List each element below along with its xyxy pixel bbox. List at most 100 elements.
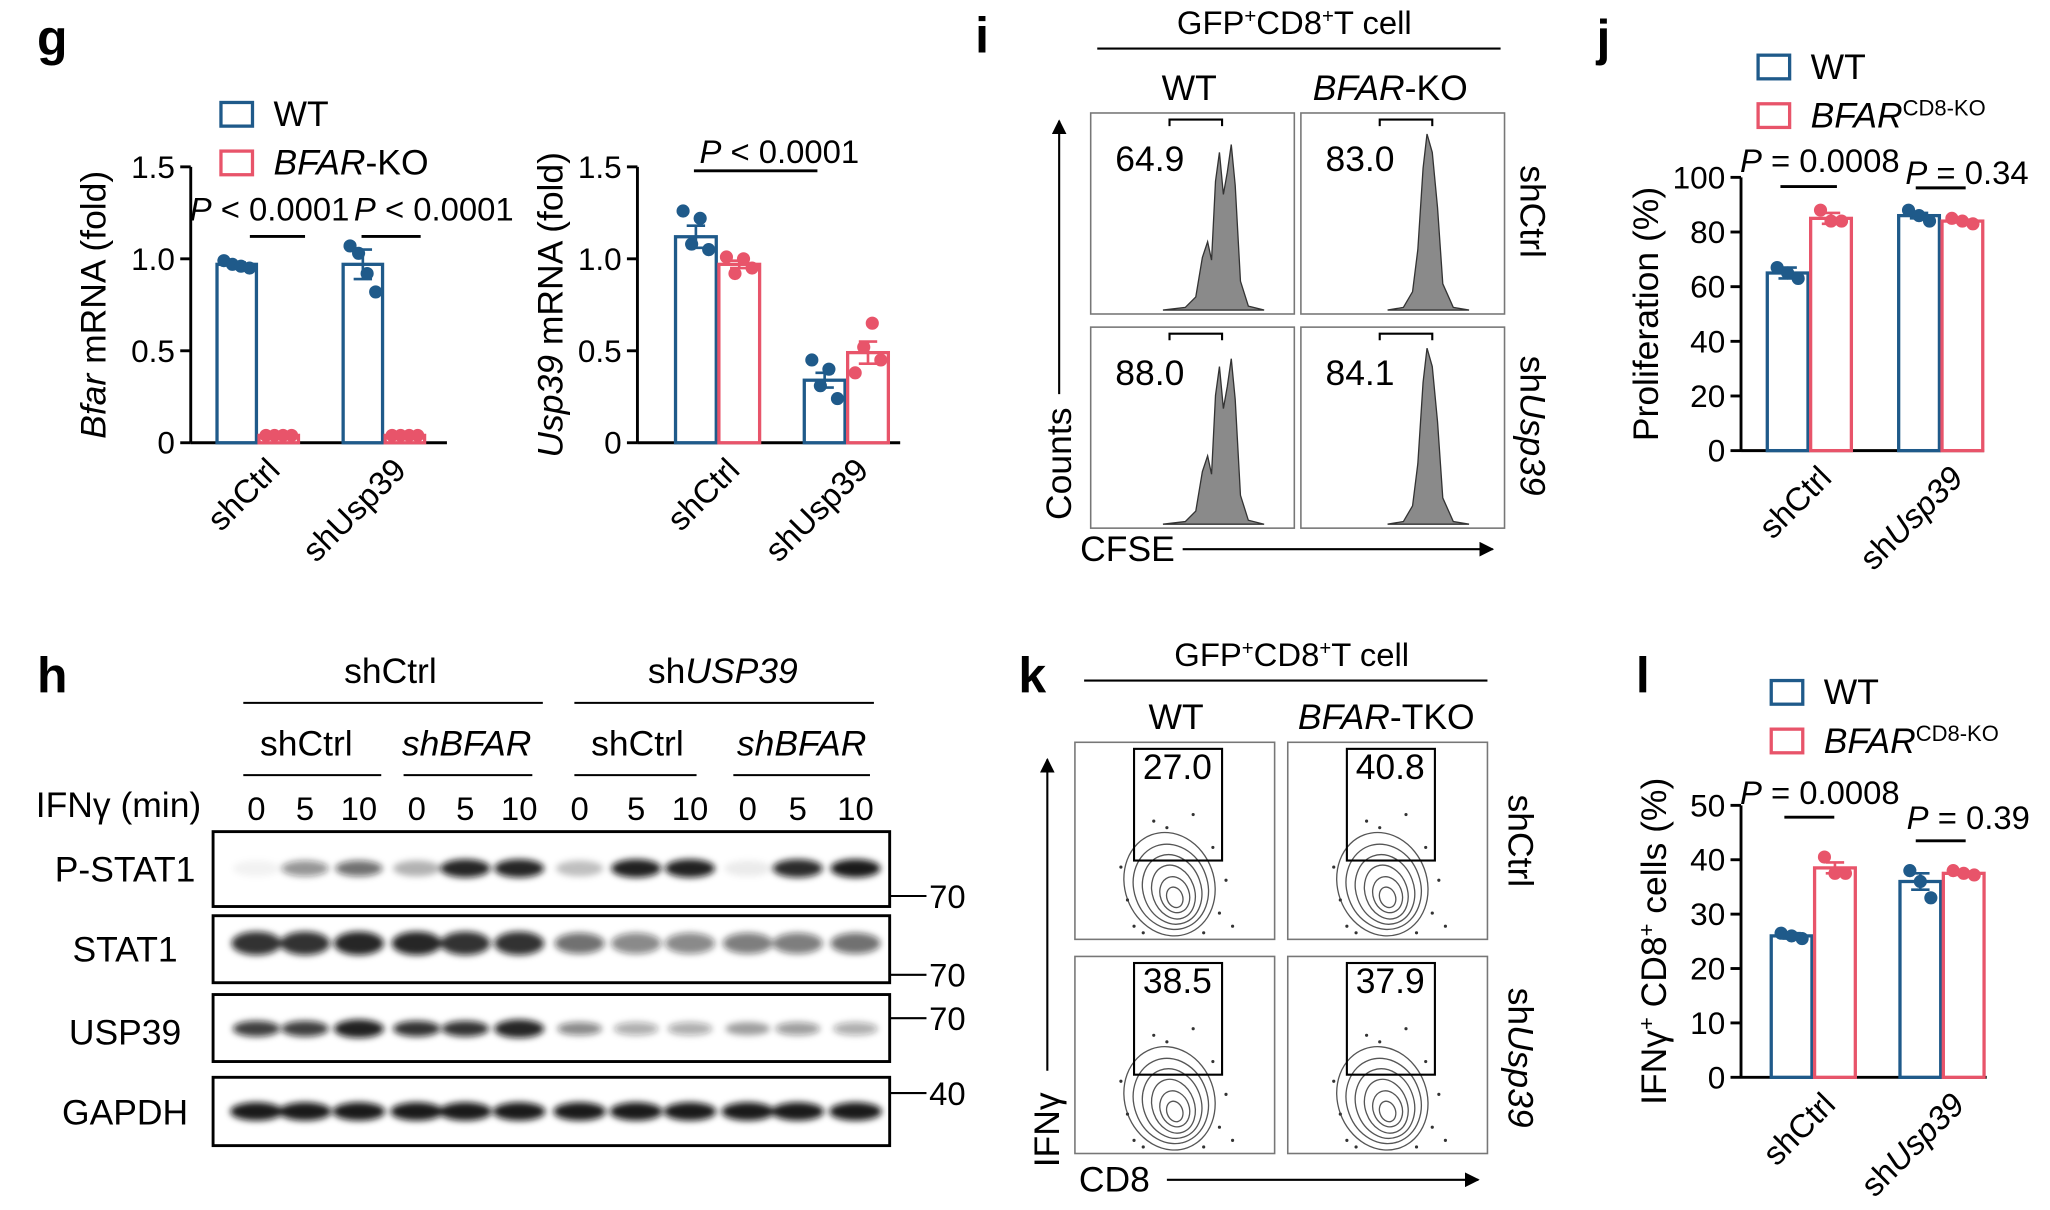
p-value: P = 0.0008 (1740, 774, 1900, 811)
gate-value: 27.0 (1143, 747, 1212, 787)
data-point (1781, 266, 1795, 280)
text-part: < 0.0001 (212, 191, 350, 228)
text-part: GFP (1177, 4, 1244, 41)
data-point (805, 353, 819, 367)
x-tick-label: shUsp39 (757, 451, 875, 569)
column-label: BFAR-KO (1313, 68, 1468, 108)
data-point (1967, 868, 1981, 882)
text-part: Bfar (73, 373, 113, 439)
plot-frame (1089, 112, 1296, 315)
panel-label: i (975, 8, 989, 64)
x-tick-label: shCtrl (660, 451, 747, 538)
legend-label: BFARCD8-KO (1824, 720, 1999, 760)
band (725, 1022, 771, 1036)
band (278, 1102, 332, 1121)
text-part: P (1740, 142, 1762, 179)
x-tick-label: shCtrl (1755, 1085, 1842, 1172)
band (554, 932, 605, 954)
bar (1769, 934, 1814, 1079)
gate-value: 40.8 (1356, 747, 1425, 787)
x-tick-label: shUsp39 (1852, 459, 1970, 577)
subgroup-label: shBFAR (737, 723, 866, 763)
data-point (369, 285, 383, 299)
time-point: 10 (672, 790, 709, 827)
band (665, 932, 715, 954)
plot-frame (1300, 326, 1506, 529)
data-point (1955, 214, 1969, 228)
text-part: -KO (365, 143, 428, 183)
p-value: P = 0.34 (1905, 154, 2028, 191)
text-part: Usp39 (1500, 1025, 1540, 1128)
text-part: P (190, 191, 212, 228)
band (613, 1022, 659, 1036)
blot-row-label: STAT1 (72, 930, 177, 970)
text-part: BFAR (1824, 721, 1916, 761)
data-point (1838, 866, 1853, 880)
band (231, 931, 282, 956)
y-axis-label: Counts (1039, 408, 1079, 520)
data-point (728, 266, 742, 281)
time-point: 10 (341, 790, 378, 827)
data-point (1770, 260, 1784, 275)
blot-frame (211, 993, 892, 1063)
gate (1132, 961, 1224, 1076)
band (281, 860, 329, 877)
bar (1812, 866, 1857, 1079)
band (332, 1102, 386, 1121)
plot-frame (1286, 955, 1489, 1155)
band (667, 1022, 713, 1036)
data-point (360, 266, 374, 281)
data-point (1922, 214, 1937, 228)
time-point: 5 (627, 790, 645, 827)
data-point (822, 362, 836, 376)
bar (673, 235, 718, 445)
text-part: cells (%) (1634, 778, 1674, 924)
text-part: sh (1500, 988, 1540, 1025)
text-part: T cell (1331, 636, 1409, 673)
y-axis-label: Bfar mRNA (fold) (73, 171, 113, 439)
gate-bracket (1378, 332, 1434, 341)
gate-value: 38.5 (1143, 961, 1212, 1001)
data-point (1903, 864, 1917, 878)
data-point (411, 428, 425, 442)
p-value: P = 0.39 (1907, 799, 2030, 836)
band (772, 932, 823, 954)
group-label: shCtrl (344, 651, 437, 691)
text-part: Usp39 (1878, 1085, 1971, 1178)
y-tick-label: 0 (1708, 1059, 1726, 1095)
time-label: IFNγ (min) (36, 785, 202, 825)
subgroup-label: shBFAR (402, 723, 531, 763)
band (391, 931, 442, 956)
band (333, 1019, 384, 1038)
p-value: P < 0.0001 (190, 191, 350, 228)
panel-label: h (37, 647, 68, 703)
y-axis-label: Usp39 mRNA (fold) (531, 152, 571, 458)
band (611, 859, 662, 878)
plot-frame (1300, 112, 1506, 315)
bar (1941, 871, 1986, 1079)
data-point (242, 261, 257, 275)
bar (1897, 213, 1942, 453)
bar (1765, 271, 1810, 453)
band (722, 932, 773, 954)
legend-label: BFARCD8-KO (1811, 95, 1986, 135)
band (609, 1102, 663, 1121)
text-part: CD8 (1634, 936, 1674, 1017)
text-part: + (1322, 6, 1334, 28)
text-part: P (1740, 774, 1762, 811)
column-label: WT (1162, 68, 1217, 108)
x-axis-label: CD8 (1079, 1160, 1150, 1200)
text-part: CD8-KO (1916, 720, 1999, 745)
gate-value: 88.0 (1115, 353, 1184, 393)
band (830, 932, 881, 954)
time-point: 5 (296, 790, 314, 827)
data-point (1913, 874, 1927, 889)
mw-marker: 40 (929, 1075, 966, 1112)
y-tick-label: 20 (1690, 378, 1725, 414)
column-label: BFAR-TKO (1298, 697, 1475, 737)
legend-swatch (219, 149, 255, 177)
blot (211, 830, 892, 1148)
band (494, 931, 545, 956)
data-point (702, 243, 716, 257)
text-part: + (1319, 638, 1331, 660)
